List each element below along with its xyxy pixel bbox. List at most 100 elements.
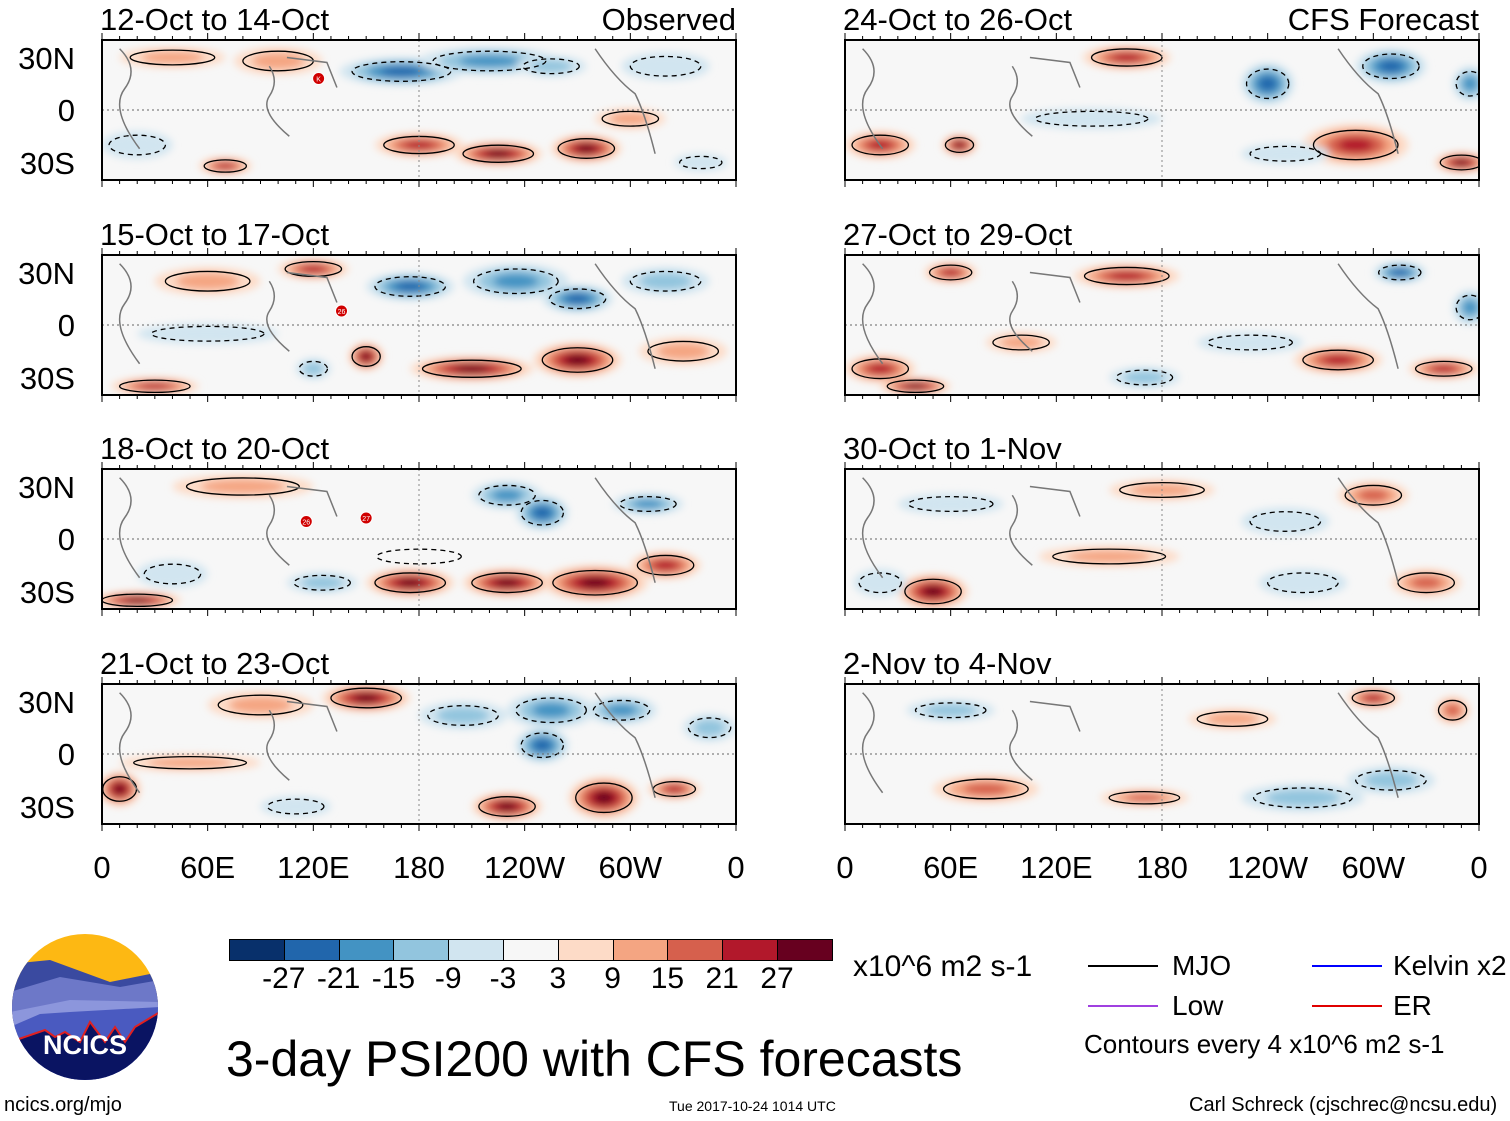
- anomaly-shading: [200, 479, 286, 494]
- colorbar-tick-label: 21: [705, 962, 739, 995]
- mjo-contour: [129, 49, 216, 66]
- anomaly-shading: [941, 269, 960, 276]
- mjo-contour: [1344, 484, 1403, 506]
- panel-title: 15-Oct to 17-Oct: [100, 217, 330, 252]
- mjo-contour: [217, 694, 304, 716]
- observed-label: Observed: [601, 2, 736, 37]
- colorbar-tick-label: 15: [650, 962, 685, 995]
- colorbar-tick-label: 27: [760, 962, 794, 995]
- lon-tick-label: 120E: [277, 850, 350, 885]
- anomaly-shading: [905, 383, 926, 389]
- mjo-contour: [143, 563, 202, 585]
- contours-note: Contours every 4 x10^6 m2 s-1: [1084, 1029, 1445, 1059]
- colorbar-swatch: [503, 939, 559, 961]
- anomaly-shading: [1411, 576, 1442, 589]
- colorbar-tick-label: -3: [489, 962, 517, 995]
- anomaly-shading: [113, 784, 126, 794]
- lon-tick-label: 180: [1136, 850, 1188, 885]
- lat-tick-label: 30N: [18, 256, 75, 291]
- mjo-contour: [1414, 360, 1473, 377]
- svg-text:26: 26: [302, 520, 310, 527]
- anomaly-shading: [354, 694, 379, 702]
- anomaly-shading: [1066, 550, 1152, 563]
- colorbar-swatch: [557, 939, 614, 961]
- mjo-contour: [601, 110, 660, 127]
- colorbar-swatch: [612, 939, 669, 961]
- lon-tick-label: 0: [93, 850, 111, 885]
- mjo-contour: [203, 159, 248, 173]
- anomaly-shading: [301, 265, 326, 273]
- panel-title: 27-Oct to 29-Oct: [843, 217, 1073, 252]
- footer-timestamp: Tue 2017-10-24 1014 UTC: [669, 1098, 836, 1114]
- colorbar-swatch: [393, 939, 450, 961]
- anomaly-shading: [1379, 60, 1403, 73]
- footer-url[interactable]: ncics.org/mjo: [4, 1094, 122, 1116]
- mjo-contour: [118, 379, 191, 394]
- mjo-contour: [1455, 294, 1479, 321]
- anomaly-shading: [1109, 271, 1145, 281]
- anomaly-shading: [565, 355, 590, 365]
- mjo-contour: [266, 798, 325, 815]
- mjo-contour: [944, 137, 975, 154]
- anomaly-shading: [404, 140, 434, 150]
- mjo-contour: [330, 687, 403, 709]
- lat-tick-label: 0: [57, 93, 75, 128]
- mjo-contour: [1115, 369, 1174, 386]
- colorbar-swatch: [283, 939, 340, 961]
- anomaly-shading: [594, 792, 614, 804]
- mjo-contour: [374, 572, 447, 594]
- anomaly-shading: [665, 785, 684, 793]
- mjo-contour: [102, 593, 174, 608]
- anomaly-shading: [923, 586, 943, 597]
- anomaly-shading: [228, 696, 293, 714]
- mjo-contour: [914, 702, 987, 719]
- legend-label-mjo: MJO: [1172, 950, 1232, 981]
- mjo-contour: [472, 268, 559, 295]
- mjo-contour: [687, 717, 732, 739]
- panel-title: 18-Oct to 20-Oct: [100, 431, 330, 466]
- mjo-contour: [1108, 790, 1181, 805]
- lat-tick-label: 30N: [18, 685, 75, 720]
- lat-tick-label: 30N: [18, 470, 75, 505]
- anomaly-shading: [140, 51, 205, 64]
- main-title: 3-day PSI200 with CFS forecasts: [226, 1031, 963, 1087]
- anomaly-shading: [868, 364, 892, 374]
- anomaly-shading: [125, 597, 150, 603]
- legend-label-kelvin: Kelvin x2: [1393, 950, 1507, 981]
- mjo-contour: [629, 55, 702, 77]
- coastline: [118, 263, 656, 369]
- tropical-cyclone-marker: 26: [299, 515, 313, 528]
- mjo-contour: [421, 359, 522, 378]
- anomaly-shading: [497, 802, 517, 811]
- lon-tick-label: 0: [836, 850, 854, 885]
- map-panel-fcst-1: [844, 33, 1480, 187]
- map-panel-fcst-4: [844, 677, 1480, 831]
- coastline: [861, 477, 1399, 583]
- anomaly-shading: [565, 294, 590, 304]
- anomaly-shading: [147, 757, 233, 768]
- mjo-contour: [1437, 699, 1468, 721]
- legend-label-low: Low: [1172, 990, 1224, 1021]
- anomaly-shading: [653, 560, 678, 570]
- lat-tick-label: 30S: [19, 790, 75, 825]
- coastline: [861, 692, 1399, 798]
- mjo-contour: [1252, 787, 1353, 809]
- anomaly-shading: [491, 489, 523, 502]
- mjo-contour: [293, 574, 351, 591]
- lon-tick-label: 120W: [484, 850, 566, 885]
- mjo-contour: [629, 270, 702, 292]
- mjo-contour: [678, 155, 723, 170]
- coastline: [118, 48, 656, 154]
- anomaly-shading: [140, 383, 170, 390]
- mjo-contour: [478, 796, 536, 817]
- anomaly-shading: [1258, 76, 1277, 91]
- anomaly-shading: [1462, 76, 1478, 92]
- anomaly-shading: [436, 707, 490, 724]
- anomaly-shading: [251, 52, 305, 70]
- anomaly-shading: [954, 142, 965, 148]
- legend-line-kelvin: [1312, 965, 1382, 967]
- anomaly-shading: [1125, 794, 1164, 802]
- mjo-contour: [942, 778, 1029, 800]
- mjo-contour: [376, 548, 462, 565]
